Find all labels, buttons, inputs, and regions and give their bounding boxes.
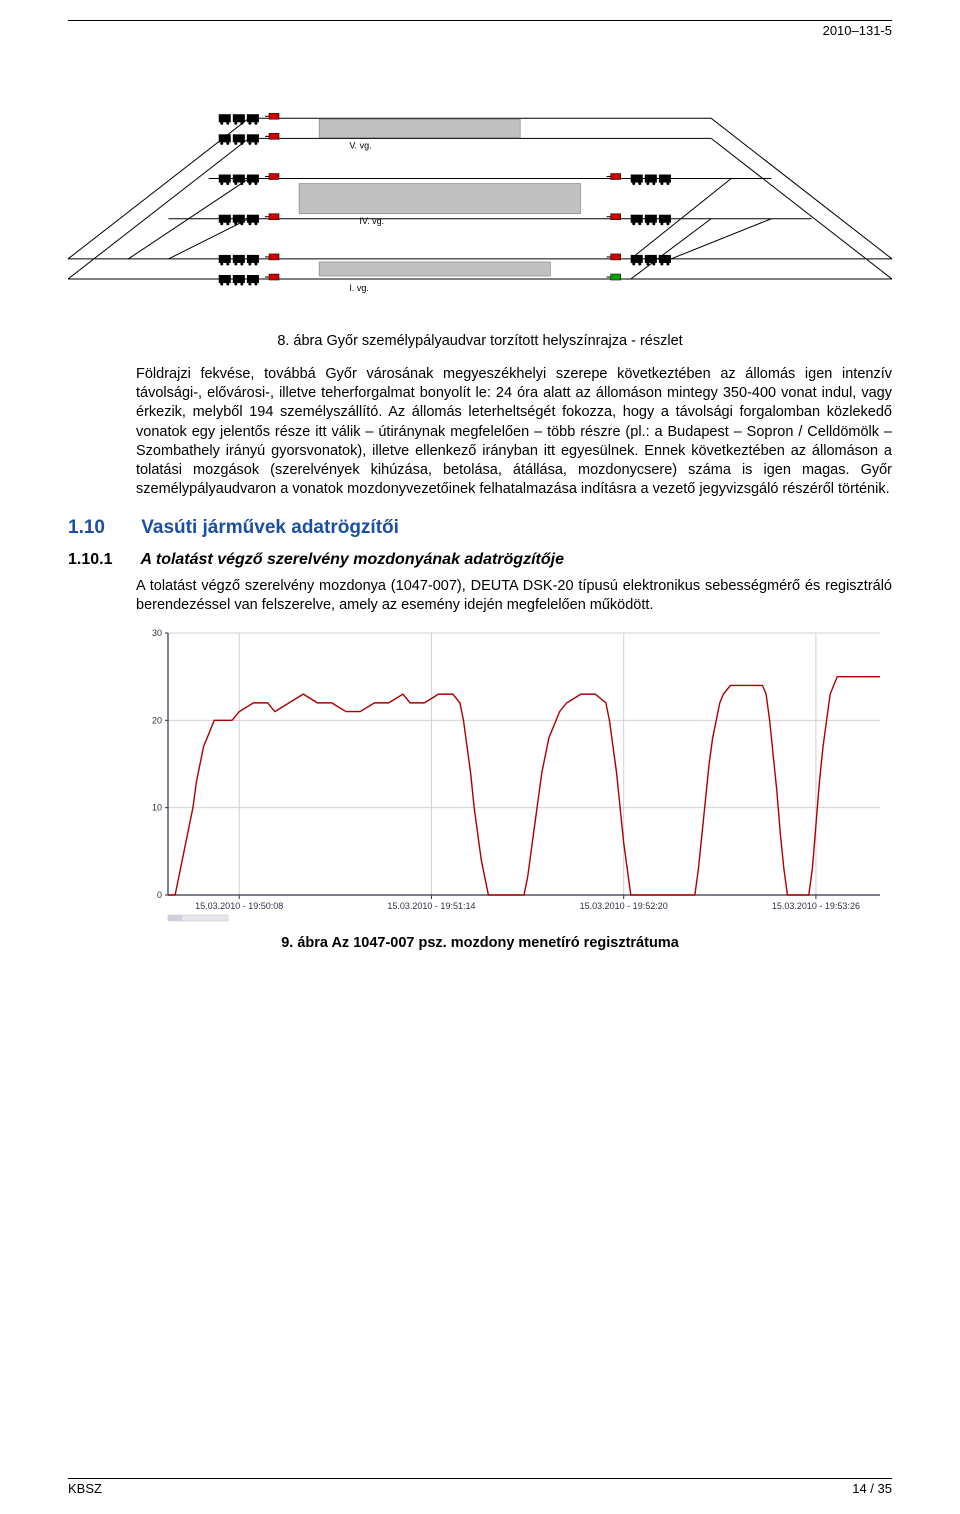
svg-text:10: 10 [152, 803, 162, 813]
svg-text:20: 20 [152, 716, 162, 726]
svg-text:V. vg.: V. vg. [349, 140, 371, 150]
document-id: 2010–131-5 [68, 23, 892, 38]
subsection-num: 1.10.1 [68, 551, 136, 569]
svg-text:I. vg.: I. vg. [349, 283, 369, 293]
subsection-title: A tolatást végző szerelvény mozdonyának … [140, 551, 564, 568]
body-paragraph: Földrajzi fekvése, továbbá Győr városána… [136, 365, 892, 499]
section-title: Vasúti járművek adatrögzítői [141, 517, 399, 538]
footer-right: 14 / 35 [852, 1481, 892, 1496]
chart-caption: 9. ábra Az 1047-007 psz. mozdony menetír… [68, 935, 892, 951]
svg-text:IV. vg.: IV. vg. [359, 216, 384, 226]
track-diagram: V. vg. IV. vg. I. vg. [68, 68, 892, 319]
svg-text:15.03.2010 - 19:53:26: 15.03.2010 - 19:53:26 [772, 901, 860, 911]
svg-text:0: 0 [157, 890, 162, 900]
section-num: 1.10 [68, 517, 136, 539]
svg-text:30: 30 [152, 628, 162, 638]
section-heading: 1.10 Vasúti járművek adatrögzítői [68, 517, 892, 539]
subsection-paragraph: A tolatást végző szerelvény mozdonya (10… [136, 577, 892, 615]
footer-left: KBSZ [68, 1481, 102, 1496]
speed-chart: 0 10 20 30 15.03.2010 - 19:50:08 15.03.2010 -… [136, 625, 892, 925]
svg-text:15.03.2010 - 19:51:14: 15.03.2010 - 19:51:14 [387, 901, 475, 911]
svg-text:15.03.2010 - 19:50:08: 15.03.2010 - 19:50:08 [195, 901, 283, 911]
subsection-heading: 1.10.1 A tolatást végző szerelvény mozdo… [68, 551, 892, 569]
diagram-caption: 8. ábra Győr személypályaudvar torzított… [68, 333, 892, 349]
svg-text:15.03.2010 - 19:52:20: 15.03.2010 - 19:52:20 [580, 901, 668, 911]
